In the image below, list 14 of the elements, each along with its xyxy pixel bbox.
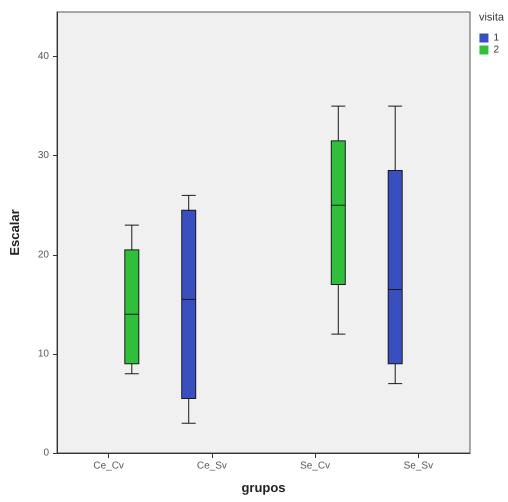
y-tick-label: 20: [38, 249, 50, 260]
y-tick-label: 30: [38, 150, 50, 162]
y-tick-label: 0: [43, 448, 50, 458]
x-tick-label: Ce_Sv: [196, 460, 227, 472]
x-axis-title: grupos: [241, 480, 286, 495]
legend-title: visita: [478, 12, 505, 24]
y-tick-label: 40: [38, 51, 50, 62]
x-tick-label: Se_Cv: [300, 460, 330, 472]
x-tick-label: Se_Sv: [404, 460, 434, 472]
legend-label: 2: [493, 44, 500, 56]
y-tick-label: 10: [38, 348, 50, 360]
legend-label: 1: [493, 32, 500, 44]
x-tick-label: Ce_Cv: [93, 460, 124, 472]
y-axis-title: Escalar: [7, 209, 22, 256]
